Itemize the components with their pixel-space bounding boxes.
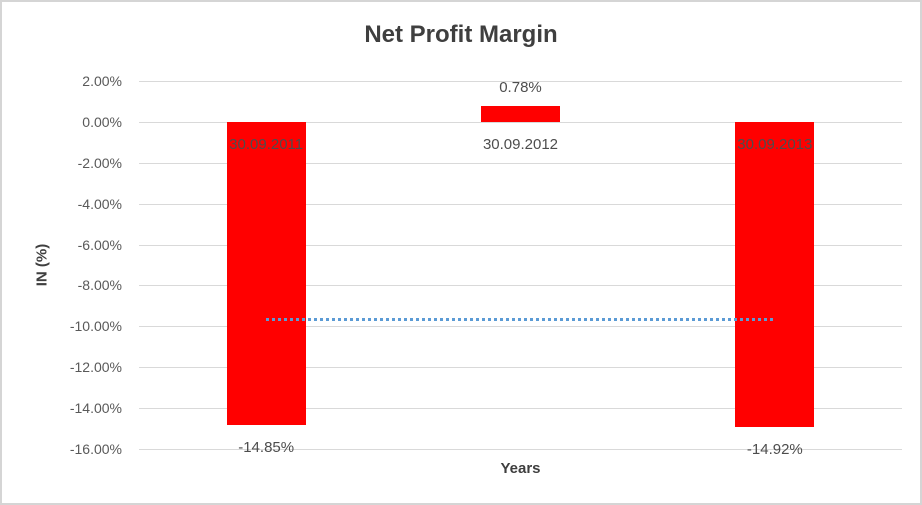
gridline xyxy=(139,367,902,369)
bar xyxy=(226,121,306,426)
gridline xyxy=(139,285,902,287)
gridline xyxy=(139,162,902,164)
y-tick-label: -10.00% xyxy=(69,318,122,335)
data-label: -14.85% xyxy=(238,439,295,457)
gridline xyxy=(139,449,902,450)
y-tick-label: -12.00% xyxy=(69,359,122,376)
y-tick-label: -4.00% xyxy=(77,195,122,212)
trendline xyxy=(266,317,775,321)
y-tick-label: -14.00% xyxy=(69,400,122,417)
bar xyxy=(481,105,560,122)
x-axis-title: Years xyxy=(500,460,541,477)
data-label: 0.78% xyxy=(499,78,542,96)
gridline xyxy=(139,203,902,205)
bar xyxy=(735,121,815,427)
category-label: 30.09.2011 xyxy=(229,135,304,153)
y-tick-label: -6.00% xyxy=(77,236,122,253)
gridline xyxy=(139,121,902,123)
gridline xyxy=(139,408,902,410)
plot-area: 30.09.2011 -14.85% 30.09.2012 0.78% 30.09.20… xyxy=(139,78,902,458)
gridline xyxy=(139,81,902,82)
y-tick-label: -8.00% xyxy=(77,277,122,294)
y-tick-label: -2.00% xyxy=(77,154,122,171)
y-tick-label: 0.00% xyxy=(82,113,122,130)
category-label: 30.09.2013 xyxy=(737,135,813,153)
chart-title: Net Profit Margin xyxy=(364,21,558,48)
category-label: 30.09.2012 xyxy=(482,135,559,153)
data-label: -14.92% xyxy=(746,440,803,458)
gridline xyxy=(139,326,902,328)
gridline xyxy=(139,244,902,246)
y-tick-label: 2.00% xyxy=(82,73,122,89)
y-tick-label: -16.00% xyxy=(69,441,122,457)
